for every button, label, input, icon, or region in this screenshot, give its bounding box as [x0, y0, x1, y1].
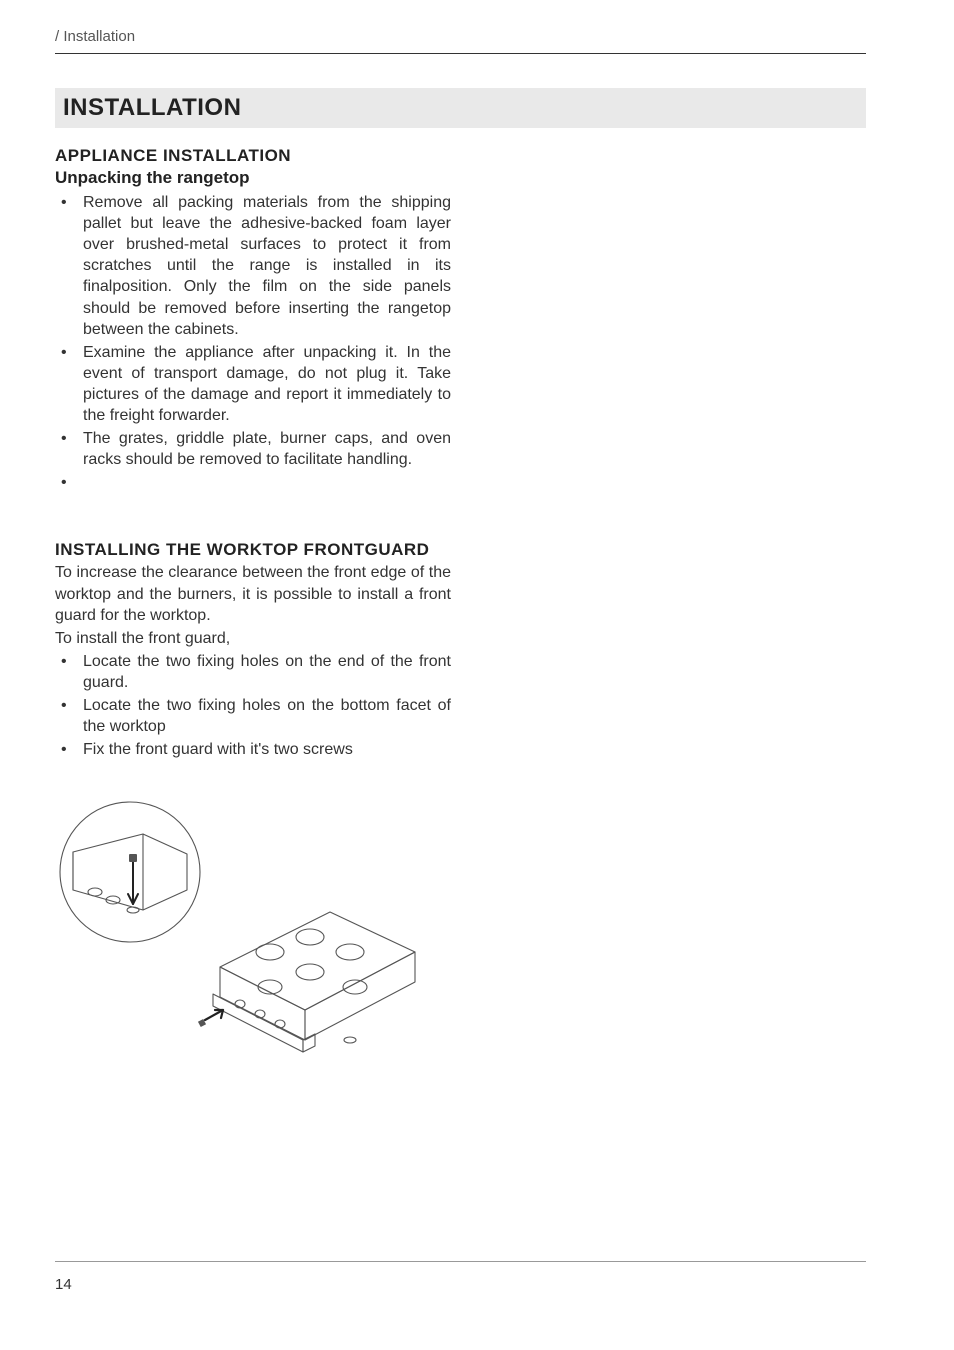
unpacking-bullet-list: Remove all packing materials from the sh…: [55, 192, 451, 470]
list-item: Examine the appliance after unpacking it…: [55, 342, 451, 426]
frontguard-intro: To increase the clearance between the fr…: [55, 562, 451, 625]
page-number: 14: [55, 1276, 72, 1293]
section-title-bar: INSTALLATION: [55, 88, 866, 128]
heading-frontguard: INSTALLING THE WORKTOP FRONTGUARD: [55, 540, 451, 560]
frontguard-block: INSTALLING THE WORKTOP FRONTGUARD To inc…: [55, 540, 451, 760]
page-footer: 14: [55, 1261, 866, 1294]
page: / Installation INSTALLATION APPLIANCE IN…: [0, 0, 954, 1350]
frontguard-bullet-list: Locate the two fixing holes on the end o…: [55, 651, 451, 761]
frontguard-figure: [55, 792, 425, 1082]
appliance-installation-block: APPLIANCE INSTALLATION Unpacking the ran…: [55, 146, 451, 470]
content-column: APPLIANCE INSTALLATION Unpacking the ran…: [55, 146, 451, 1082]
running-header: / Installation: [55, 28, 866, 54]
list-item: Locate the two fixing holes on the botto…: [55, 695, 451, 737]
list-item: The grates, griddle plate, burner caps, …: [55, 428, 451, 470]
frontguard-lead: To install the front guard,: [55, 628, 451, 649]
list-item: Remove all packing materials from the sh…: [55, 192, 451, 340]
subheading-unpacking: Unpacking the rangetop: [55, 168, 451, 188]
list-item: Locate the two fixing holes on the end o…: [55, 651, 451, 693]
list-item: Fix the front guard with it's two screws: [55, 739, 451, 760]
heading-appliance-installation: APPLIANCE INSTALLATION: [55, 146, 451, 166]
section-title: INSTALLATION: [63, 94, 856, 122]
worktop-diagram-icon: [55, 792, 425, 1082]
